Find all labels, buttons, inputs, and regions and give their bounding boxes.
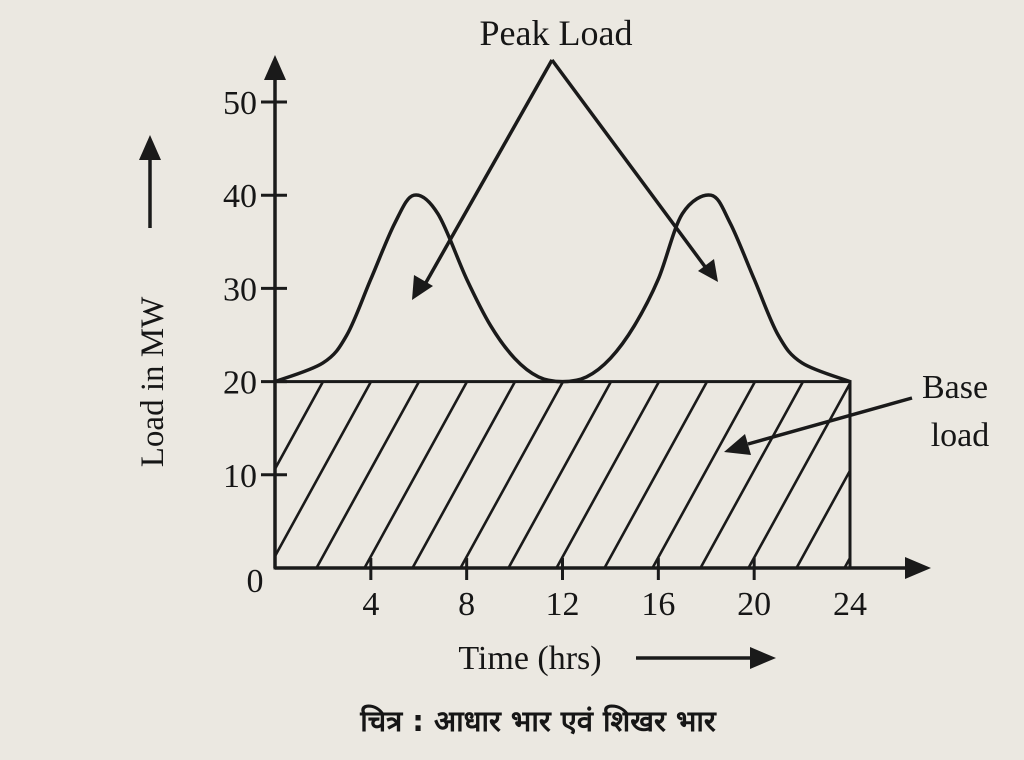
x-tick-label: 4 xyxy=(362,586,379,623)
y-tick-label: 10 xyxy=(223,458,257,495)
y-tick-label: 40 xyxy=(223,178,257,215)
x-axis-arrowhead xyxy=(905,557,931,579)
y-axis-arrowhead xyxy=(264,55,286,80)
origin-label: 0 xyxy=(247,563,264,600)
x-tick-label: 8 xyxy=(458,586,475,623)
peak-arrowhead-right xyxy=(698,259,718,282)
base-load-hatching xyxy=(275,381,850,568)
base-load-arrowhead xyxy=(724,434,751,455)
x-label-arrowhead xyxy=(750,647,776,669)
y-tick-label: 20 xyxy=(223,365,257,402)
x-ticks: 4 8 12 16 20 24 xyxy=(362,558,867,623)
peak-load-arrows xyxy=(412,58,718,300)
x-axis-label: Time (hrs) xyxy=(458,640,601,677)
x-tick-label: 12 xyxy=(546,586,580,623)
load-curve xyxy=(274,193,851,384)
base-load-label-line1: Base xyxy=(922,369,988,406)
x-tick-label: 16 xyxy=(641,586,675,623)
x-tick-label: 24 xyxy=(833,586,867,623)
figure-caption: चित्र : आधार भार एवं शिखर भार xyxy=(359,704,717,738)
y-axis-label: Load in MW xyxy=(135,296,171,467)
y-tick-label: 30 xyxy=(223,271,257,308)
peak-load-label: Peak Load xyxy=(480,13,633,53)
y-ticks: 10 20 30 40 50 xyxy=(223,85,287,495)
x-tick-label: 20 xyxy=(737,586,771,623)
y-tick-label: 50 xyxy=(223,85,257,122)
base-load-arrow-shaft xyxy=(747,396,913,446)
base-load-label-line2: load xyxy=(931,417,990,454)
y-label-arrowhead xyxy=(139,135,161,160)
peak-arrowhead-left xyxy=(412,275,433,300)
